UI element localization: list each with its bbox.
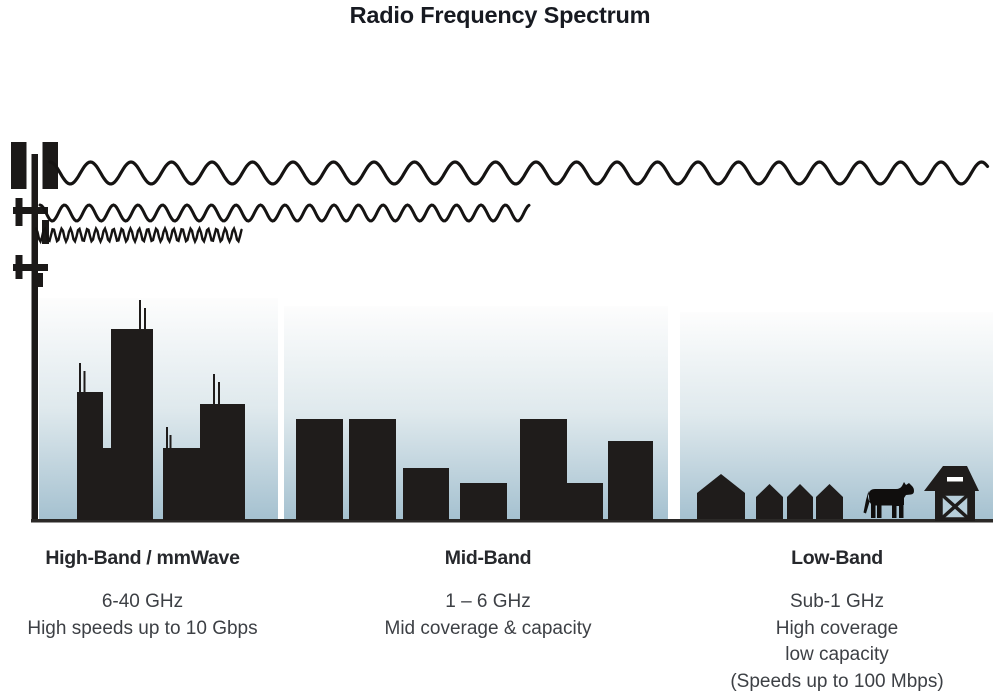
page-title: Radio Frequency Spectrum [349, 2, 651, 28]
band-line: (Speeds up to 100 Mbps) [730, 670, 944, 692]
city-skyline-icon [77, 300, 245, 520]
rooftop-antennas [79, 300, 220, 449]
building [608, 441, 653, 520]
house-icon [816, 484, 843, 519]
skyscraper [77, 392, 103, 520]
house-icon [756, 484, 783, 519]
building [460, 483, 507, 520]
high-band-caption: High-Band / mmWave 6-40 GHz High speeds … [10, 547, 275, 642]
band-heading: High-Band / mmWave [45, 547, 240, 569]
barn-vent [947, 477, 963, 482]
town-skyline-icon [296, 419, 653, 520]
skyscraper [111, 329, 153, 520]
building [567, 483, 603, 520]
building [296, 419, 343, 520]
house-icon [697, 474, 745, 519]
barn-icon [924, 466, 979, 521]
long-wavelength-wave-icon [48, 160, 990, 186]
building [349, 419, 396, 520]
skyscraper [103, 448, 111, 520]
cow-icon [863, 482, 914, 518]
band-heading: Low-Band [791, 547, 883, 569]
medium-wavelength-wave-icon [38, 203, 531, 223]
rural-scene [697, 466, 979, 521]
band-line: 6-40 GHz [101, 591, 184, 612]
band-line: High coverage [775, 617, 899, 639]
band-line: Mid coverage & capacity [384, 617, 592, 639]
house-icon [787, 484, 813, 519]
band-heading: Mid-Band [444, 547, 532, 569]
low-band-caption: Low-Band Sub-1 GHz High coverage low cap… [672, 547, 1000, 695]
barn-door-cross [939, 492, 971, 521]
band-line: 1 – 6 GHz [445, 591, 531, 612]
building [520, 419, 567, 520]
skyscraper [163, 448, 200, 520]
building [403, 468, 449, 520]
band-line: Sub-1 GHz [790, 591, 884, 612]
spectrum-illustration [11, 142, 993, 523]
band-line: High speeds up to 10 Gbps [27, 617, 258, 639]
ground-line [31, 519, 993, 523]
band-line: low capacity [785, 644, 889, 665]
mid-band-caption: Mid-Band 1 – 6 GHz Mid coverage & capaci… [348, 547, 628, 642]
skyscraper [200, 404, 245, 520]
cell-tower-icon [11, 142, 58, 519]
short-wavelength-wave-icon [34, 225, 243, 245]
